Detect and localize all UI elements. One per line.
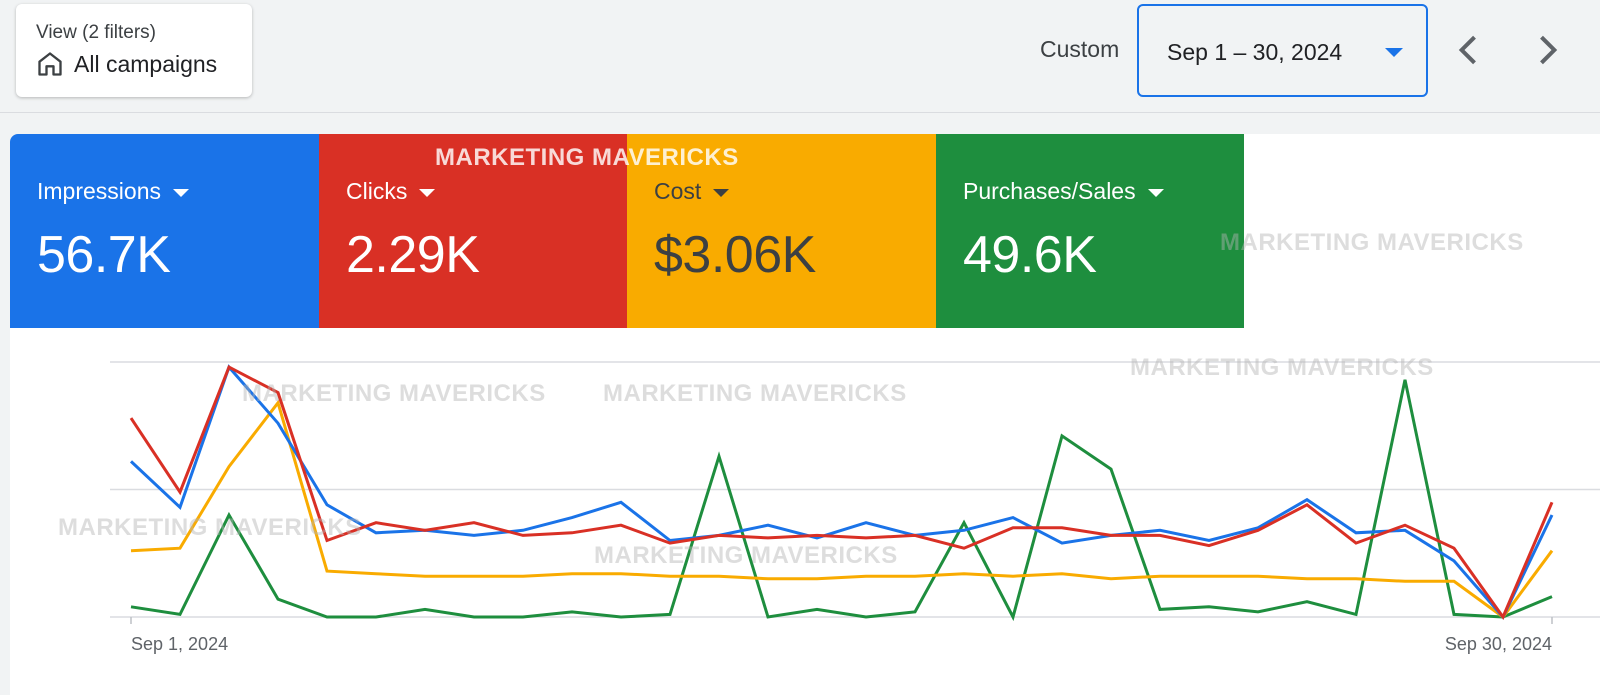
- chevron-left-icon: [1458, 35, 1476, 65]
- series-line-cost[interactable]: [130, 399, 1554, 620]
- caret-down-icon: [1147, 188, 1164, 197]
- metric-value: 56.7K: [37, 226, 171, 284]
- metric-label: Impressions: [37, 178, 161, 204]
- series-line-purchases-sales[interactable]: [130, 379, 1553, 622]
- date-range-picker[interactable]: Sep 1 – 30, 2024: [1137, 4, 1428, 97]
- chevron-right-icon: [1540, 35, 1558, 65]
- caret-down-icon: [419, 188, 436, 197]
- x-axis-tick-label: Sep 1, 2024: [131, 634, 228, 654]
- metric-value: $3.06K: [654, 226, 816, 284]
- watermark-text: MARKETING MAVERICKS: [1220, 229, 1524, 256]
- x-axis-tick-label: Sep 30, 2024: [1445, 634, 1552, 654]
- metric-card-impressions[interactable]: Impressions 56.7K: [10, 134, 319, 328]
- metric-card-clicks[interactable]: Clicks 2.29K: [319, 134, 627, 328]
- metric-card-purchases-sales[interactable]: Purchases/Sales 49.6K: [936, 134, 1244, 328]
- metric-card-cost[interactable]: Cost $3.06K: [627, 134, 936, 328]
- toolbar: View (2 filters) All campaigns Custom Se…: [0, 0, 1600, 113]
- line-chart: Sep 1, 2024 Sep 30, 2024: [110, 361, 1600, 654]
- performance-chart: Sep 1, 2024 Sep 30, 2024: [10, 328, 1600, 695]
- metric-cards: Impressions 56.7K Clicks 2.29K Cost $3.0…: [10, 134, 1244, 328]
- caret-down-icon: [172, 188, 189, 197]
- view-filter-count: View (2 filters): [36, 22, 157, 43]
- previous-period-button[interactable]: [1447, 28, 1491, 72]
- series-line-impressions[interactable]: [129, 364, 1554, 620]
- caret-down-icon: [713, 188, 730, 197]
- caret-down-icon: [1385, 48, 1403, 57]
- metric-value: 2.29K: [346, 226, 480, 284]
- metric-label: Clicks: [346, 178, 408, 204]
- series-line-clicks[interactable]: [129, 364, 1554, 621]
- home-icon: [38, 52, 62, 76]
- date-range-value: Sep 1 – 30, 2024: [1167, 39, 1343, 65]
- view-filter-button[interactable]: View (2 filters) All campaigns: [16, 4, 252, 97]
- date-mode-label: Custom: [1040, 36, 1120, 62]
- metric-label: Purchases/Sales: [963, 178, 1136, 204]
- campaign-scope-label: All campaigns: [74, 50, 218, 77]
- next-period-button[interactable]: [1525, 28, 1569, 72]
- performance-panel: Impressions 56.7K Clicks 2.29K Cost $3.0…: [10, 134, 1600, 695]
- metric-label: Cost: [654, 178, 702, 204]
- metric-value: 49.6K: [963, 226, 1097, 284]
